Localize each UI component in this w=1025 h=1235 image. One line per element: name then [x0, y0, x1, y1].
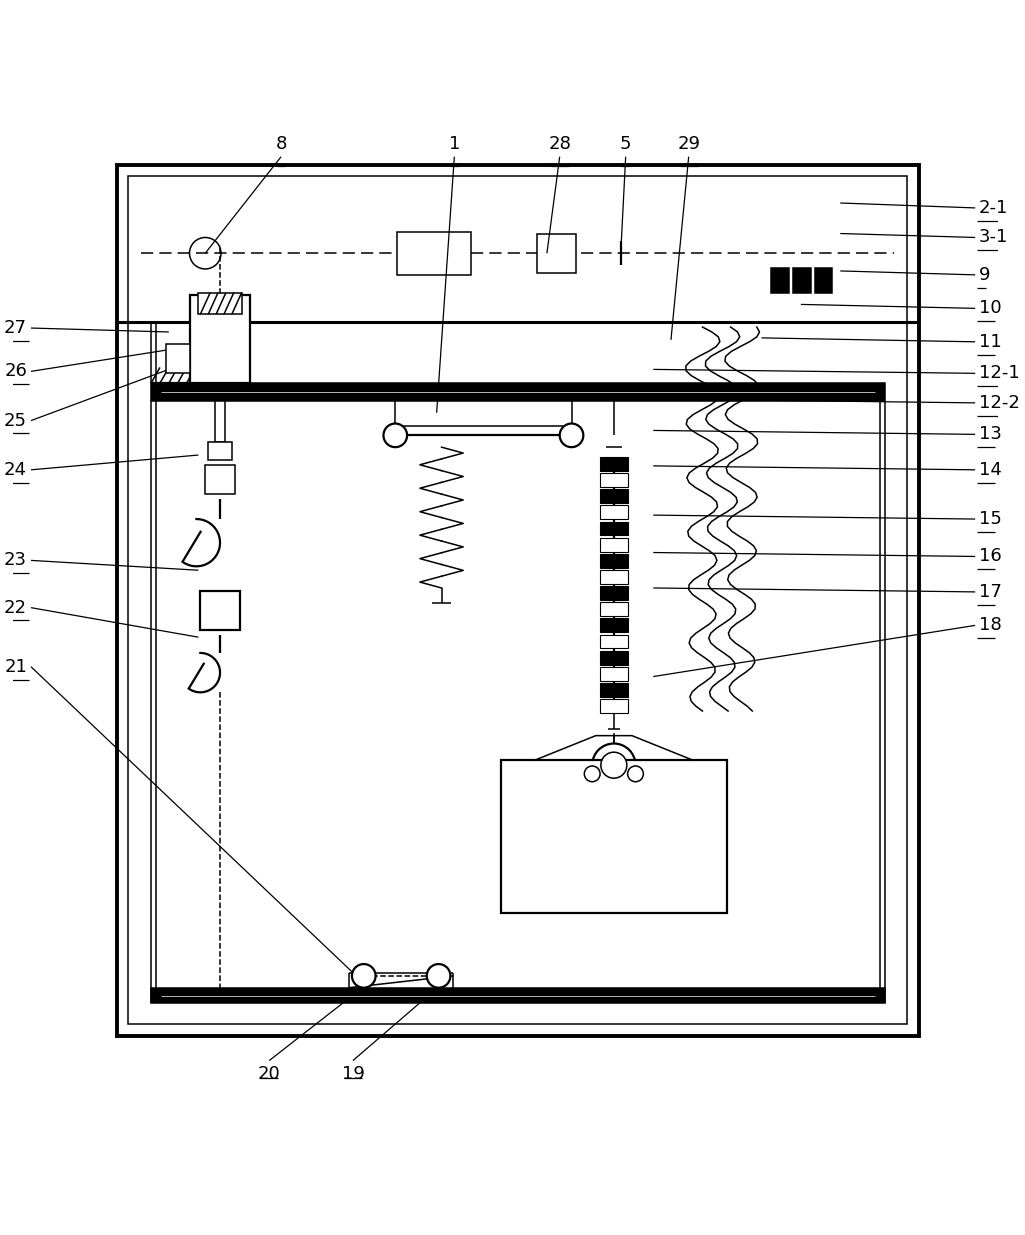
Text: 28: 28	[548, 135, 571, 153]
Text: 3-1: 3-1	[979, 228, 1009, 247]
Text: 20: 20	[258, 1066, 281, 1083]
Text: 24: 24	[4, 461, 27, 479]
Circle shape	[601, 752, 627, 778]
Text: 10: 10	[979, 299, 1001, 317]
Text: 19: 19	[341, 1066, 364, 1083]
Text: 29: 29	[678, 135, 700, 153]
Bar	[600, 651, 627, 664]
Bar	[205, 464, 235, 494]
Bar	[600, 473, 627, 487]
Text: 26: 26	[4, 362, 27, 380]
Text: 21: 21	[4, 658, 27, 676]
Circle shape	[584, 766, 600, 782]
Text: 15: 15	[979, 510, 1002, 529]
Bar	[500, 761, 727, 913]
Text: 25: 25	[4, 411, 27, 430]
Bar	[600, 635, 627, 648]
Bar	[815, 268, 832, 293]
Bar	[537, 233, 576, 273]
Text: 12-2: 12-2	[979, 394, 1020, 411]
Text: 16: 16	[979, 547, 1001, 566]
Bar	[600, 683, 627, 697]
Text: 27: 27	[4, 319, 27, 337]
Circle shape	[560, 424, 583, 447]
Bar	[600, 537, 627, 552]
Bar	[600, 603, 627, 616]
Text: 8: 8	[276, 135, 287, 153]
Text: 9: 9	[979, 266, 990, 284]
Text: 12-1: 12-1	[979, 364, 1020, 383]
Bar	[166, 343, 191, 373]
Text: 18: 18	[979, 616, 1001, 635]
Bar	[600, 571, 627, 584]
Bar	[117, 164, 919, 1036]
Text: 13: 13	[979, 425, 1002, 443]
Bar	[793, 268, 811, 293]
Bar	[191, 295, 249, 383]
Bar	[200, 590, 240, 630]
Bar	[128, 177, 907, 1024]
Bar	[151, 383, 885, 401]
Text: 22: 22	[4, 599, 27, 616]
Bar	[600, 489, 627, 503]
Text: 1: 1	[449, 135, 460, 153]
Text: 17: 17	[979, 583, 1002, 601]
Bar	[600, 619, 627, 632]
Text: 5: 5	[620, 135, 631, 153]
Text: 14: 14	[979, 461, 1002, 479]
Bar	[208, 442, 232, 459]
Circle shape	[592, 743, 636, 787]
Bar	[600, 505, 627, 519]
Bar	[600, 457, 627, 471]
Bar	[151, 988, 885, 1004]
Circle shape	[383, 424, 407, 447]
Bar	[772, 268, 789, 293]
Text: 2-1: 2-1	[979, 199, 1009, 217]
Bar	[600, 521, 627, 536]
Circle shape	[352, 965, 375, 988]
Bar	[398, 231, 472, 275]
Text: 23: 23	[4, 551, 27, 569]
Bar	[600, 667, 627, 680]
Bar	[600, 553, 627, 568]
Bar	[600, 699, 627, 713]
Bar	[199, 293, 242, 314]
Text: 11: 11	[979, 332, 1001, 351]
Bar	[600, 587, 627, 600]
Circle shape	[627, 766, 644, 782]
Circle shape	[426, 965, 450, 988]
